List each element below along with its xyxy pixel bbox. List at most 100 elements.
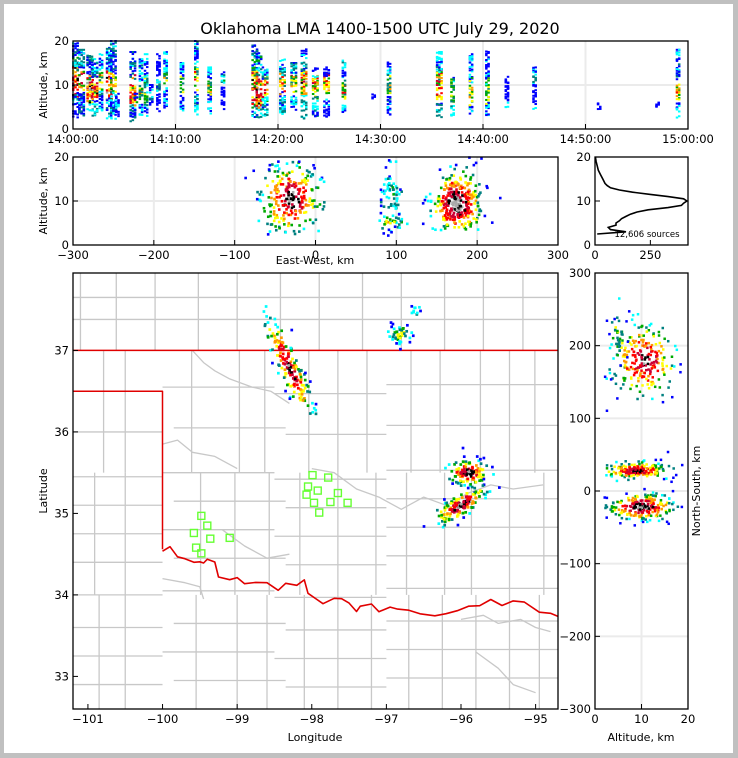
source-cell bbox=[105, 49, 109, 52]
source-cell bbox=[76, 48, 79, 51]
source-cell bbox=[656, 503, 660, 507]
source-cell bbox=[207, 83, 210, 86]
source-cell bbox=[129, 113, 132, 116]
source-cell bbox=[148, 89, 152, 92]
source-cell bbox=[629, 514, 633, 517]
source-cell bbox=[467, 470, 471, 474]
source-cell bbox=[207, 98, 210, 101]
source-cell bbox=[467, 500, 471, 503]
source-cell bbox=[388, 113, 392, 116]
source-cell bbox=[458, 186, 462, 190]
source-cell bbox=[506, 91, 510, 94]
source-cell bbox=[133, 92, 137, 95]
source-cell bbox=[288, 395, 292, 399]
source-cell bbox=[109, 54, 113, 57]
source-cell bbox=[311, 79, 315, 82]
source-cell bbox=[266, 111, 269, 114]
source-cell bbox=[305, 70, 308, 73]
source-cell bbox=[485, 92, 488, 95]
source-cell bbox=[257, 106, 261, 109]
source-cell bbox=[143, 77, 147, 80]
source-cell bbox=[612, 470, 616, 474]
source-cell bbox=[442, 206, 446, 210]
source-cell bbox=[131, 57, 135, 60]
source-cell bbox=[108, 88, 111, 91]
source-cell bbox=[291, 198, 295, 202]
source-cell bbox=[311, 85, 315, 88]
source-cell bbox=[262, 206, 266, 210]
source-cell bbox=[109, 83, 113, 86]
source-cell bbox=[485, 50, 488, 53]
source-cell bbox=[435, 84, 439, 87]
source-cell bbox=[114, 50, 117, 53]
source-cell bbox=[655, 472, 659, 475]
source-cell bbox=[644, 506, 647, 509]
source-cell bbox=[623, 379, 626, 382]
source-cell bbox=[90, 82, 94, 85]
source-cell bbox=[440, 102, 443, 105]
source-cell bbox=[467, 182, 470, 185]
source-cell bbox=[637, 377, 640, 380]
source-cell bbox=[296, 217, 300, 220]
source-cell bbox=[281, 98, 284, 101]
source-cell bbox=[156, 53, 159, 56]
source-cell bbox=[302, 194, 306, 198]
source-cell bbox=[455, 201, 458, 204]
source-cell bbox=[283, 99, 286, 102]
source-cell bbox=[74, 66, 77, 69]
source-cell bbox=[485, 54, 488, 57]
source-cell bbox=[440, 87, 443, 90]
source-cell bbox=[138, 113, 142, 116]
source-cell bbox=[163, 72, 166, 75]
source-cell bbox=[220, 86, 224, 89]
source-cell bbox=[457, 467, 461, 470]
source-cell bbox=[279, 72, 282, 75]
source-cell bbox=[464, 228, 468, 231]
source-cell bbox=[261, 103, 265, 106]
source-cell bbox=[446, 204, 450, 207]
source-cell bbox=[627, 496, 630, 500]
source-cell bbox=[470, 92, 474, 95]
source-cell bbox=[158, 54, 161, 57]
x-tick-label: 14:10:00 bbox=[150, 132, 202, 146]
source-cell bbox=[453, 185, 456, 188]
source-cell bbox=[312, 163, 315, 167]
source-cell bbox=[381, 227, 384, 230]
source-cell bbox=[86, 100, 89, 103]
source-cell bbox=[298, 202, 302, 206]
source-cell bbox=[299, 388, 303, 392]
source-cell bbox=[450, 510, 454, 513]
source-cell bbox=[262, 310, 266, 313]
source-cell bbox=[459, 215, 463, 219]
source-cell bbox=[274, 164, 277, 168]
source-cell bbox=[109, 91, 113, 94]
source-cell bbox=[263, 102, 267, 105]
source-cell bbox=[646, 473, 649, 477]
source-cell bbox=[473, 202, 476, 205]
source-cell bbox=[323, 88, 326, 91]
source-cell bbox=[655, 355, 658, 359]
source-cell bbox=[465, 192, 469, 196]
source-cell bbox=[145, 66, 149, 69]
source-cell bbox=[627, 478, 630, 482]
source-cell bbox=[266, 96, 269, 99]
source-cell bbox=[131, 93, 135, 96]
source-cell bbox=[95, 62, 99, 65]
source-cell bbox=[258, 193, 262, 196]
source-cell bbox=[386, 106, 390, 109]
source-cell bbox=[138, 93, 142, 96]
source-cell bbox=[474, 193, 477, 197]
source-cell bbox=[255, 78, 258, 81]
source-cell bbox=[305, 80, 308, 83]
source-cell bbox=[648, 499, 651, 503]
source-cell bbox=[647, 512, 651, 516]
source-cell bbox=[290, 75, 293, 78]
source-cell bbox=[109, 99, 113, 102]
source-cell bbox=[271, 361, 274, 365]
source-cell bbox=[108, 65, 111, 68]
source-cell bbox=[534, 93, 537, 96]
source-cell bbox=[314, 102, 317, 105]
source-cell bbox=[138, 98, 142, 101]
x-tick-label: −100 bbox=[147, 712, 179, 726]
source-cell bbox=[661, 367, 665, 371]
